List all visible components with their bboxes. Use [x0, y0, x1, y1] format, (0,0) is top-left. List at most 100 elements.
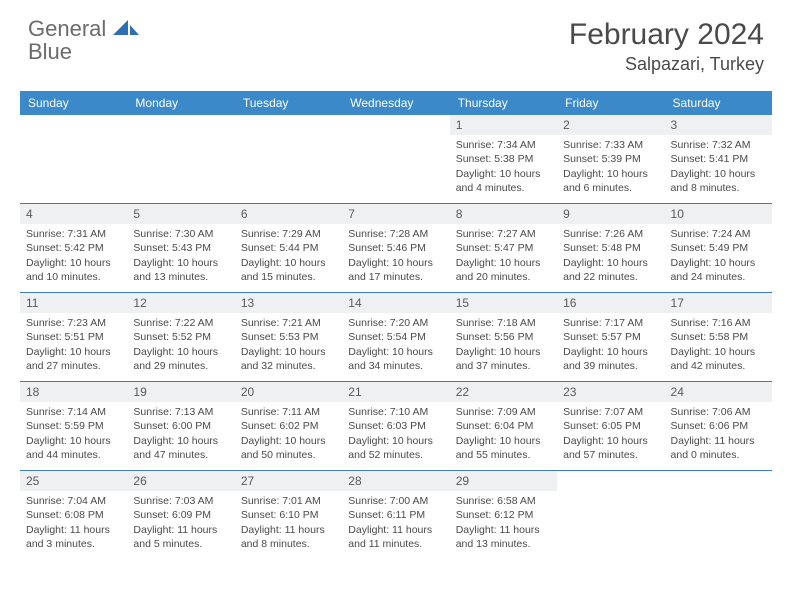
sunrise-line: Sunrise: 7:23 AM — [26, 316, 121, 330]
day-number: 10 — [665, 204, 772, 224]
logo-text-general: General — [28, 16, 106, 41]
logo-text: General Blue — [28, 18, 139, 64]
sunrise-line: Sunrise: 7:34 AM — [456, 138, 551, 152]
daylight-line: Daylight: 10 hours and 42 minutes. — [671, 345, 766, 373]
daylight-line: Daylight: 10 hours and 13 minutes. — [133, 256, 228, 284]
daylight-line: Daylight: 10 hours and 47 minutes. — [133, 434, 228, 462]
day-number: 24 — [665, 382, 772, 402]
day-cell-6: 6Sunrise: 7:29 AMSunset: 5:44 PMDaylight… — [235, 204, 342, 292]
weekday-header-monday: Monday — [127, 91, 234, 115]
week-row: 25Sunrise: 7:04 AMSunset: 6:08 PMDayligh… — [20, 470, 772, 559]
sunset-line: Sunset: 6:04 PM — [456, 419, 551, 433]
sunrise-line: Sunrise: 7:07 AM — [563, 405, 658, 419]
week-row: 1Sunrise: 7:34 AMSunset: 5:38 PMDaylight… — [20, 115, 772, 203]
sunset-line: Sunset: 5:58 PM — [671, 330, 766, 344]
day-number: 3 — [665, 115, 772, 135]
daylight-line: Daylight: 10 hours and 44 minutes. — [26, 434, 121, 462]
daylight-line: Daylight: 10 hours and 57 minutes. — [563, 434, 658, 462]
day-number: 11 — [20, 293, 127, 313]
daylight-line: Daylight: 10 hours and 22 minutes. — [563, 256, 658, 284]
logo: General Blue — [28, 18, 139, 64]
sunset-line: Sunset: 6:00 PM — [133, 419, 228, 433]
day-number: 23 — [557, 382, 664, 402]
sunrise-line: Sunrise: 7:03 AM — [133, 494, 228, 508]
day-cell-25: 25Sunrise: 7:04 AMSunset: 6:08 PMDayligh… — [20, 471, 127, 559]
daylight-line: Daylight: 10 hours and 20 minutes. — [456, 256, 551, 284]
sunrise-line: Sunrise: 7:24 AM — [671, 227, 766, 241]
sunrise-line: Sunrise: 7:22 AM — [133, 316, 228, 330]
day-number: 1 — [450, 115, 557, 135]
sunset-line: Sunset: 5:39 PM — [563, 152, 658, 166]
calendar: SundayMondayTuesdayWednesdayThursdayFrid… — [20, 91, 772, 559]
day-cell-24: 24Sunrise: 7:06 AMSunset: 6:06 PMDayligh… — [665, 382, 772, 470]
day-number: 28 — [342, 471, 449, 491]
location: Salpazari, Turkey — [569, 54, 764, 75]
day-cell-5: 5Sunrise: 7:30 AMSunset: 5:43 PMDaylight… — [127, 204, 234, 292]
sunset-line: Sunset: 5:44 PM — [241, 241, 336, 255]
day-number: 9 — [557, 204, 664, 224]
week-row: 11Sunrise: 7:23 AMSunset: 5:51 PMDayligh… — [20, 292, 772, 381]
day-cell-4: 4Sunrise: 7:31 AMSunset: 5:42 PMDaylight… — [20, 204, 127, 292]
day-number: 4 — [20, 204, 127, 224]
sunset-line: Sunset: 6:10 PM — [241, 508, 336, 522]
day-cell-14: 14Sunrise: 7:20 AMSunset: 5:54 PMDayligh… — [342, 293, 449, 381]
day-cell-9: 9Sunrise: 7:26 AMSunset: 5:48 PMDaylight… — [557, 204, 664, 292]
day-number: 12 — [127, 293, 234, 313]
sunrise-line: Sunrise: 7:16 AM — [671, 316, 766, 330]
weeks-container: 1 Sunrise: 7:34 AMSunset: 5:38 PM Daylight… — [20, 115, 772, 559]
weekday-header-saturday: Saturday — [665, 91, 772, 115]
day-number — [665, 471, 772, 491]
sunset-line: Sunset: 6:02 PM — [241, 419, 336, 433]
daylight-line: Daylight: 10 hours and 29 minutes. — [133, 345, 228, 373]
day-number: 25 — [20, 471, 127, 491]
day-cell-11: 11Sunrise: 7:23 AMSunset: 5:51 PMDayligh… — [20, 293, 127, 381]
weekday-header-tuesday: Tuesday — [235, 91, 342, 115]
sunrise-line: Sunrise: 7:20 AM — [348, 316, 443, 330]
day-cell-2: 2Sunrise: 7:33 AMSunset: 5:39 PMDaylight… — [557, 115, 664, 203]
day-cell-3: 3Sunrise: 7:32 AMSunset: 5:41 PMDaylight… — [665, 115, 772, 203]
sunrise-line: Sunrise: 7:17 AM — [563, 316, 658, 330]
day-cell-empty — [342, 115, 449, 203]
day-number: 2 — [557, 115, 664, 135]
daylight-line: Daylight: 11 hours and 5 minutes. — [133, 523, 228, 551]
weekday-header-sunday: Sunday — [20, 91, 127, 115]
day-cell-empty — [557, 471, 664, 559]
daylight-line: Daylight: 11 hours and 3 minutes. — [26, 523, 121, 551]
sunset-line: Sunset: 5:59 PM — [26, 419, 121, 433]
sunrise-line: Sunrise: 7:33 AM — [563, 138, 658, 152]
day-number — [235, 115, 342, 135]
sunset-line: Sunset: 5:57 PM — [563, 330, 658, 344]
sunset-line: Sunset: 6:09 PM — [133, 508, 228, 522]
day-cell-12: 12Sunrise: 7:22 AMSunset: 5:52 PMDayligh… — [127, 293, 234, 381]
day-cell-20: 20Sunrise: 7:11 AMSunset: 6:02 PMDayligh… — [235, 382, 342, 470]
logo-sail-icon — [113, 18, 139, 41]
sunset-line: Sunset: 6:05 PM — [563, 419, 658, 433]
title-block: February 2024 Salpazari, Turkey — [569, 18, 764, 75]
sunset-line: Sunset: 5:54 PM — [348, 330, 443, 344]
sunset-line: Sunset: 6:06 PM — [671, 419, 766, 433]
sunrise-line: Sunrise: 7:27 AM — [456, 227, 551, 241]
day-cell-26: 26Sunrise: 7:03 AMSunset: 6:09 PMDayligh… — [127, 471, 234, 559]
day-number: 16 — [557, 293, 664, 313]
daylight-line: Daylight: 10 hours and 50 minutes. — [241, 434, 336, 462]
sunset-line: Sunset: 6:03 PM — [348, 419, 443, 433]
sunrise-line: Sunrise: 7:18 AM — [456, 316, 551, 330]
sunset-line: Sunset: 5:46 PM — [348, 241, 443, 255]
daylight-line: Daylight: 10 hours and 52 minutes. — [348, 434, 443, 462]
daylight-line: Daylight: 10 hours and 27 minutes. — [26, 345, 121, 373]
day-cell-16: 16Sunrise: 7:17 AMSunset: 5:57 PMDayligh… — [557, 293, 664, 381]
day-number: 7 — [342, 204, 449, 224]
day-cell-23: 23 Sunrise: 7:07 AMSunset: 6:05 PMDayligh… — [557, 382, 664, 470]
day-number: 22 — [450, 382, 557, 402]
sunset-line: Sunset: 5:38 PM — [456, 152, 551, 166]
day-number — [127, 115, 234, 135]
day-number: 17 — [665, 293, 772, 313]
sunset-line: Sunset: 6:12 PM — [456, 508, 551, 522]
day-number: 5 — [127, 204, 234, 224]
sunrise-line: Sunrise: 7:13 AM — [133, 405, 228, 419]
day-cell-28: 28Sunrise: 7:00 AMSunset: 6:11 PMDayligh… — [342, 471, 449, 559]
day-number: 6 — [235, 204, 342, 224]
sunset-line: Sunset: 5:49 PM — [671, 241, 766, 255]
sunrise-line: Sunrise: 7:28 AM — [348, 227, 443, 241]
sunrise-line: Sunrise: 7:01 AM — [241, 494, 336, 508]
